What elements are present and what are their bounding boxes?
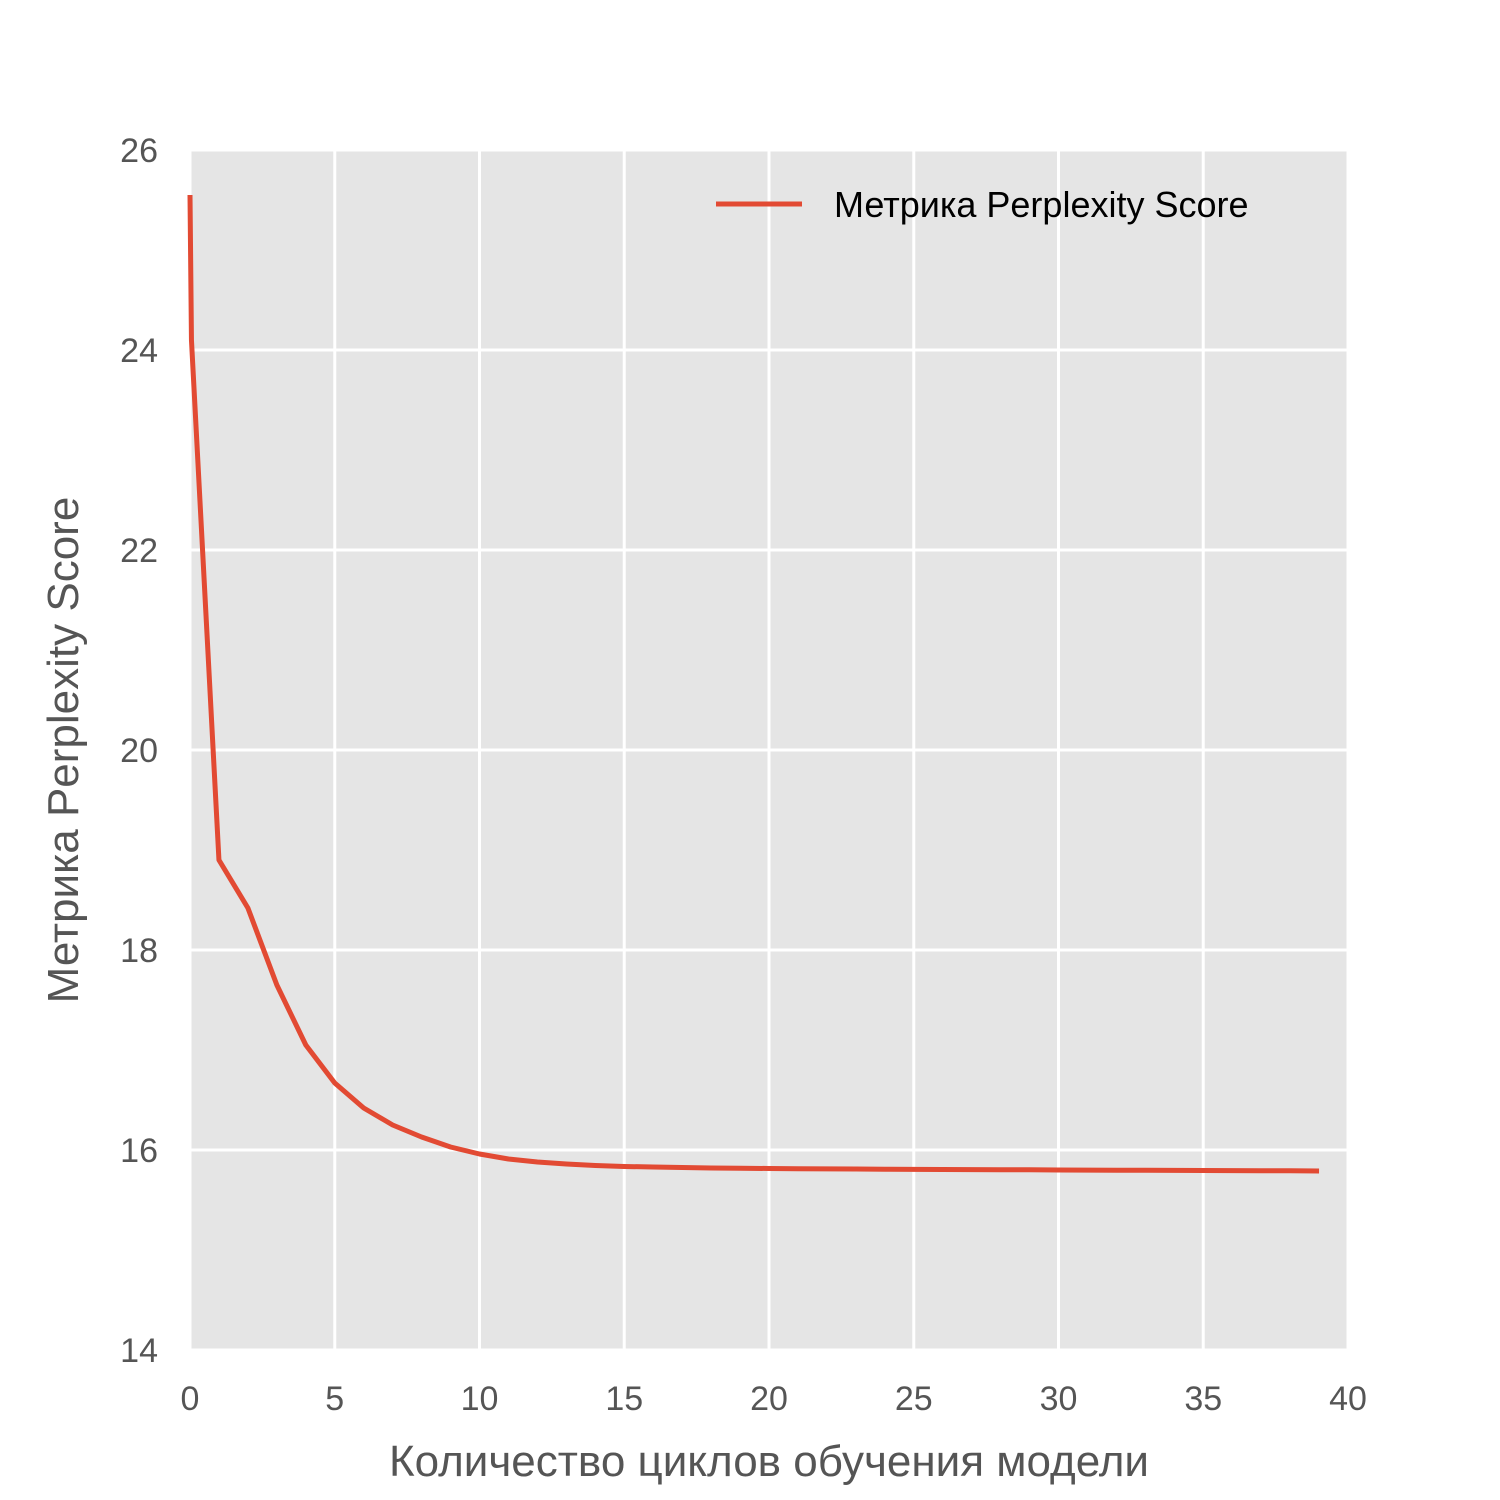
- x-tick-label: 30: [1040, 1380, 1078, 1418]
- y-tick-label: 20: [120, 732, 158, 770]
- legend: Метрика Perplexity Score: [716, 184, 1249, 225]
- x-tick-labels: 0 5 10 15 20 25 30 35 40: [181, 1380, 1367, 1418]
- grid-lines: [188, 148, 1350, 1352]
- y-axis-label: Метрика Perplexity Score: [39, 497, 88, 1004]
- y-tick-label: 18: [120, 932, 158, 970]
- x-tick-label: 35: [1184, 1380, 1222, 1418]
- x-tick-label: 5: [325, 1380, 344, 1418]
- y-tick-label: 16: [120, 1132, 158, 1170]
- y-tick-label: 22: [120, 532, 158, 570]
- x-tick-label: 0: [181, 1380, 200, 1418]
- series-line: [187, 194, 1320, 1174]
- y-tick-label: 14: [120, 1332, 158, 1370]
- x-tick-label: 40: [1329, 1380, 1367, 1418]
- x-tick-label: 15: [605, 1380, 643, 1418]
- x-tick-label: 10: [461, 1380, 499, 1418]
- y-tick-label: 26: [120, 132, 158, 170]
- x-axis-label: Количество циклов обучения модели: [389, 1437, 1149, 1486]
- y-tick-label: 24: [120, 332, 158, 370]
- x-tick-label: 25: [895, 1380, 933, 1418]
- legend-label: Метрика Perplexity Score: [834, 184, 1249, 225]
- series-layer: [187, 194, 1320, 1174]
- x-tick-label: 20: [750, 1380, 788, 1418]
- y-tick-labels: 14 16 18 20 22 24 26: [120, 132, 158, 1370]
